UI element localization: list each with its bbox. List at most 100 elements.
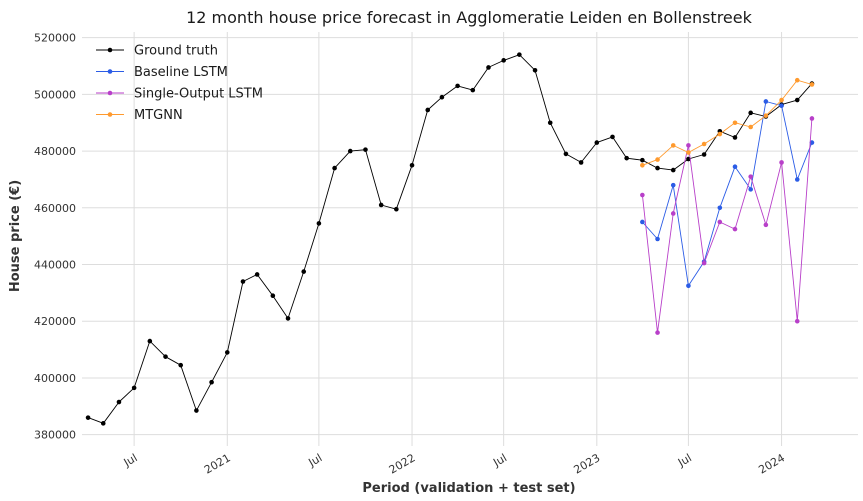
data-point-baseline-lstm	[748, 187, 753, 192]
y-tick-label: 380000	[34, 429, 76, 442]
data-point-ground-truth	[270, 293, 276, 299]
series-single-output-lstm	[640, 116, 815, 335]
data-point-single-output-lstm	[701, 260, 707, 266]
legend-label: Ground truth	[134, 44, 218, 59]
data-point-baseline-lstm	[794, 177, 800, 182]
x-tick-label: 2024	[756, 451, 787, 476]
x-tick-label: Jul	[675, 451, 694, 469]
data-point-baseline-lstm	[717, 205, 723, 211]
data-point-mtgnn	[655, 157, 660, 162]
data-point-ground-truth	[686, 156, 691, 162]
x-tick-label: 2021	[202, 451, 233, 476]
data-point-single-output-lstm	[655, 330, 660, 335]
data-point-ground-truth	[517, 52, 522, 57]
data-point-ground-truth	[640, 157, 645, 163]
y-tick-label: 520000	[34, 32, 76, 45]
data-point-single-output-lstm	[732, 226, 738, 232]
legend-swatch-marker	[107, 69, 113, 74]
x-tick-label: Jul	[306, 451, 325, 469]
y-tick-label: 500000	[34, 88, 76, 101]
data-point-mtgnn	[686, 150, 691, 155]
data-point-ground-truth	[439, 94, 445, 100]
data-point-ground-truth	[501, 58, 506, 63]
data-point-ground-truth	[285, 316, 291, 321]
data-point-single-output-lstm	[670, 211, 676, 216]
data-point-ground-truth	[794, 97, 800, 103]
series-line-baseline-lstm	[642, 101, 813, 287]
y-tick-label: 420000	[34, 315, 76, 328]
data-point-ground-truth	[732, 135, 738, 140]
legend-item-mtgnn: MTGNN	[96, 108, 183, 123]
series-ground-truth	[85, 52, 815, 426]
data-point-mtgnn	[640, 162, 645, 168]
data-point-baseline-lstm	[686, 283, 691, 289]
legend-label: Single-Output LSTM	[134, 87, 263, 102]
data-point-ground-truth	[563, 151, 569, 157]
data-point-ground-truth	[347, 148, 353, 154]
series-layer	[85, 52, 815, 426]
data-point-mtgnn	[701, 141, 707, 147]
data-point-ground-truth	[610, 134, 615, 140]
x-axis-ticks: Jul 2021 Jul 2022 Jul 2023 Jul 2024	[121, 451, 787, 476]
y-tick-label: 400000	[34, 372, 76, 385]
data-point-single-output-lstm	[763, 222, 769, 228]
legend-item-baseline-lstm: Baseline LSTM	[96, 65, 228, 80]
data-point-baseline-lstm	[763, 99, 769, 104]
chart-title: 12 month house price forecast in Agglome…	[186, 8, 753, 27]
data-point-ground-truth	[394, 206, 399, 212]
data-point-ground-truth	[594, 140, 600, 145]
x-tick-label: 2022	[387, 451, 418, 476]
legend-label: Baseline LSTM	[134, 65, 228, 80]
data-point-baseline-lstm	[809, 140, 815, 145]
data-point-ground-truth	[209, 379, 214, 385]
grid-layer	[82, 32, 858, 446]
data-point-ground-truth	[455, 83, 460, 89]
data-point-baseline-lstm	[670, 182, 676, 188]
data-point-ground-truth	[486, 65, 491, 70]
data-point-ground-truth	[578, 160, 584, 165]
series-line-mtgnn	[642, 79, 813, 166]
data-point-ground-truth	[547, 120, 553, 126]
data-point-mtgnn	[732, 120, 738, 126]
legend-label: MTGNN	[134, 108, 183, 123]
data-point-ground-truth	[316, 221, 322, 226]
data-point-mtgnn	[717, 131, 723, 137]
x-axis-label: Period (validation + test set)	[362, 481, 575, 496]
data-point-single-output-lstm	[686, 143, 691, 148]
data-point-mtgnn	[809, 82, 815, 87]
data-point-ground-truth	[655, 165, 660, 171]
data-point-mtgnn	[763, 113, 769, 118]
data-point-ground-truth	[100, 421, 106, 426]
y-axis-label: House price (€)	[8, 180, 23, 292]
series-line-ground-truth	[87, 54, 813, 424]
data-point-baseline-lstm	[732, 164, 738, 169]
data-point-single-output-lstm	[640, 192, 645, 198]
data-point-ground-truth	[624, 155, 629, 161]
data-point-ground-truth	[470, 87, 476, 93]
data-point-ground-truth	[178, 362, 184, 368]
y-tick-label: 460000	[34, 202, 76, 215]
legend-swatch-marker	[107, 112, 113, 117]
data-point-ground-truth	[240, 279, 246, 284]
x-tick-label: Jul	[490, 451, 509, 469]
data-point-ground-truth	[116, 399, 122, 405]
data-point-mtgnn	[779, 97, 784, 103]
y-tick-label: 440000	[34, 259, 76, 272]
data-point-ground-truth	[748, 110, 753, 116]
series-baseline-lstm	[640, 99, 815, 289]
data-point-mtgnn	[670, 143, 676, 148]
legend-swatch-marker	[107, 90, 113, 96]
data-point-ground-truth	[701, 152, 707, 157]
data-point-ground-truth	[363, 147, 368, 152]
y-tick-label: 480000	[34, 145, 76, 158]
data-point-mtgnn	[748, 124, 753, 130]
data-point-ground-truth	[409, 162, 415, 168]
legend: Ground truth Baseline LSTM Single-Output L…	[96, 44, 263, 123]
data-point-mtgnn	[794, 77, 800, 83]
data-point-ground-truth	[378, 202, 384, 208]
data-point-single-output-lstm	[779, 160, 784, 165]
y-axis-ticks: 380000 400000 420000 440000 460000 480000 5000…	[34, 32, 76, 442]
data-point-ground-truth	[163, 354, 168, 359]
data-point-single-output-lstm	[809, 116, 815, 121]
